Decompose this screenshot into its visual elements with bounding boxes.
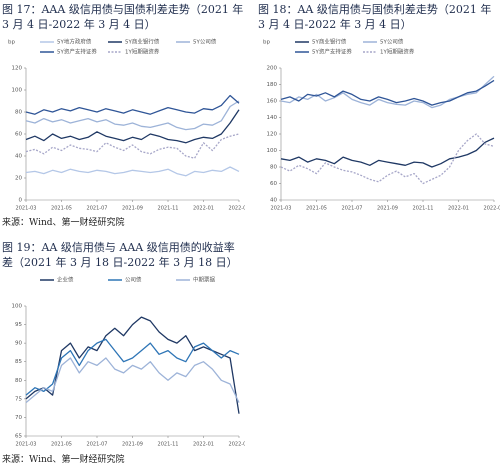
legend-label: 5Y商业银行债 bbox=[125, 38, 160, 46]
y-unit: bp bbox=[8, 40, 15, 46]
y-tick-label: 120 bbox=[12, 66, 23, 72]
chart: bp 5Y地方政府债 5Y商业银行债 5Y公司债 5Y资产支持证券 1Y短期融资券 0 20 4… bbox=[8, 38, 245, 212]
y-tick-label: 70 bbox=[15, 415, 22, 421]
x-tick-label: 2022-03 bbox=[229, 442, 245, 448]
series-line bbox=[25, 357, 240, 404]
x-tick-label: 2021-03 bbox=[271, 206, 292, 212]
y-tick-label: 140 bbox=[267, 115, 278, 121]
legend-label: 5Y公司债 bbox=[380, 38, 404, 46]
y-tick-label: 160 bbox=[267, 99, 278, 105]
x-tick-label: 2022-03 bbox=[229, 206, 245, 212]
y-tick-label: 40 bbox=[270, 198, 277, 204]
legend-label: 1Y短期融资券 bbox=[380, 48, 415, 56]
x-tick-label: 2022-01 bbox=[193, 442, 214, 448]
y-tick-label: 85 bbox=[15, 359, 22, 365]
x-tick-label: 2021-09 bbox=[122, 442, 143, 448]
legend-label: 1Y短期融资券 bbox=[125, 48, 160, 56]
series-line bbox=[25, 94, 240, 115]
x-tick-label: 2021-09 bbox=[377, 206, 398, 212]
x-tick-label: 2021-11 bbox=[413, 206, 434, 212]
source-note: 来源：Wind、第一财经研究院 bbox=[2, 455, 125, 465]
x-tick-label: 2021-07 bbox=[87, 442, 108, 448]
y-tick-label: 75 bbox=[15, 396, 22, 402]
series-line bbox=[25, 166, 240, 177]
legend-label: 中期票据 bbox=[193, 276, 216, 284]
series-line bbox=[25, 133, 240, 159]
x-tick-label: 2021-05 bbox=[51, 442, 72, 448]
y-unit: bp bbox=[263, 40, 270, 46]
y-tick-label: 0 bbox=[19, 198, 23, 204]
figure-caption: 图 17：AAA 级信用债与国债利差走势（2021 年 3 月 4 日-2022… bbox=[2, 3, 244, 31]
chart: bp 5Y商业银行债 5Y公司债 5Y资产支持证券 1Y短期融资券 40 60 80 100 12… bbox=[263, 38, 500, 212]
series-line bbox=[25, 100, 240, 131]
y-tick-label: 80 bbox=[270, 165, 277, 171]
legend-label: 5Y地方政府债 bbox=[57, 38, 92, 46]
y-tick-label: 100 bbox=[267, 148, 278, 154]
legend-label: 5Y资产支持证券 bbox=[57, 48, 97, 56]
legend-label: 5Y资产支持证券 bbox=[312, 48, 352, 56]
y-tick-label: 180 bbox=[267, 82, 278, 88]
legend-label: 5Y商业银行债 bbox=[312, 38, 347, 46]
y-tick-label: 65 bbox=[15, 434, 22, 440]
y-tick-label: 60 bbox=[270, 181, 277, 187]
series-line bbox=[25, 109, 240, 144]
legend-label: 公司债 bbox=[125, 276, 142, 284]
series-line bbox=[280, 79, 495, 106]
y-tick-label: 40 bbox=[15, 154, 22, 160]
x-tick-label: 2022-01 bbox=[193, 206, 214, 212]
y-tick-label: 100 bbox=[12, 304, 23, 310]
x-tick-label: 2021-03 bbox=[16, 442, 37, 448]
x-tick-label: 2021-09 bbox=[122, 206, 143, 212]
x-tick-label: 2021-03 bbox=[16, 206, 37, 212]
series-line bbox=[25, 338, 240, 396]
figure-caption: 图 19：AA 级信用债与 AAA 级信用债的收益率差（2021 年 3 月 1… bbox=[2, 241, 238, 269]
legend-label: 5Y公司债 bbox=[193, 38, 217, 46]
x-tick-label: 2022-01 bbox=[448, 206, 469, 212]
series-line bbox=[25, 316, 240, 414]
source-note: 来源：Wind、第一财经研究院 bbox=[2, 218, 125, 228]
y-tick-label: 80 bbox=[15, 378, 22, 384]
x-tick-label: 2021-07 bbox=[87, 206, 108, 212]
y-tick-label: 120 bbox=[267, 132, 278, 138]
legend-label: 企业债 bbox=[57, 276, 74, 284]
chart: 企业债 公司债 中期票据 65 70 75 80 85 90 95 100 2021-03 2021-0… bbox=[12, 276, 246, 448]
x-tick-label: 2021-05 bbox=[51, 206, 72, 212]
x-tick-label: 2021-07 bbox=[342, 206, 363, 212]
y-tick-label: 95 bbox=[15, 322, 22, 328]
y-tick-label: 100 bbox=[12, 88, 23, 94]
y-tick-label: 200 bbox=[267, 66, 278, 72]
series-line bbox=[280, 133, 495, 185]
x-tick-label: 2021-11 bbox=[158, 442, 179, 448]
y-tick-label: 60 bbox=[15, 132, 22, 138]
x-tick-label: 2022-03 bbox=[484, 206, 500, 212]
x-tick-label: 2021-05 bbox=[306, 206, 327, 212]
y-tick-label: 20 bbox=[15, 176, 22, 182]
y-tick-label: 80 bbox=[15, 110, 22, 116]
figure-caption: 图 18：AA 级信用债与国债利差走势（2021 年 3 月 4 日-2022 … bbox=[258, 3, 492, 31]
y-tick-label: 90 bbox=[15, 341, 22, 347]
series-line bbox=[280, 137, 495, 168]
series-line bbox=[280, 75, 495, 109]
x-tick-label: 2021-11 bbox=[158, 206, 179, 212]
